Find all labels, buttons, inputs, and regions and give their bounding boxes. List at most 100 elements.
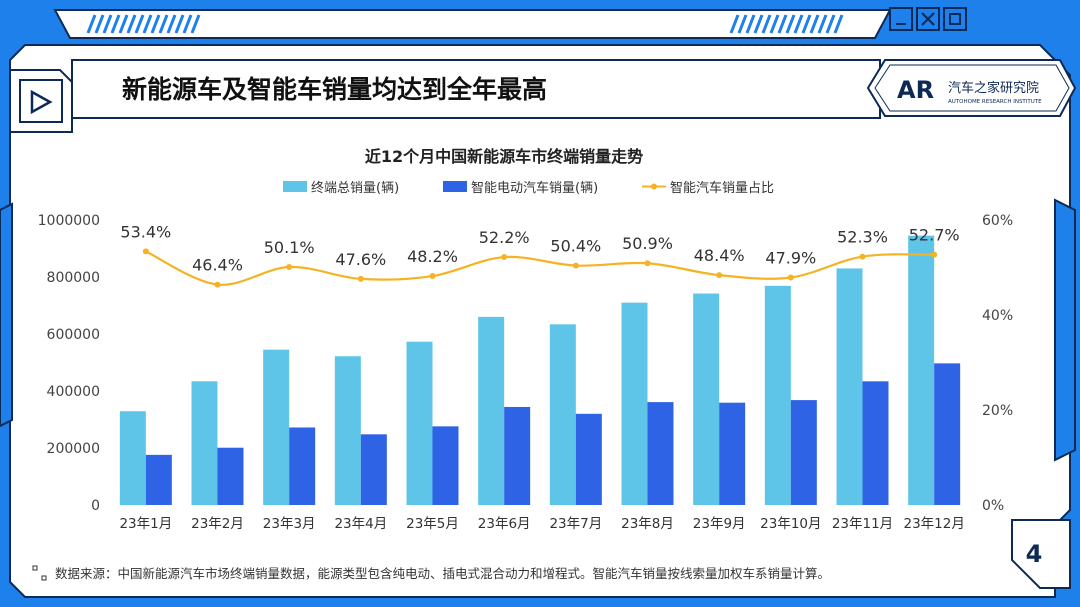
bar-smart bbox=[432, 426, 459, 505]
ratio-point bbox=[501, 254, 508, 261]
bar-smart bbox=[575, 413, 602, 505]
ratio-data-label: 52.7% bbox=[909, 226, 960, 245]
ratio-point bbox=[357, 275, 364, 282]
y-left-tick-label: 600000 bbox=[47, 327, 100, 343]
line-series: 53.4% 46.4% 50.1% 47.6% 48.2% 52.2% 50.4% 50.9%… bbox=[120, 222, 960, 288]
bar-smart bbox=[862, 381, 889, 505]
x-tick-label: 23年6月 bbox=[478, 516, 531, 532]
legend-label-smart: 智能电动汽车销量(辆) bbox=[471, 180, 598, 196]
legend-swatch-total bbox=[283, 181, 307, 192]
ratio-point bbox=[429, 273, 436, 280]
footnote-bullet-icon bbox=[41, 575, 47, 581]
y-left-tick-label: 0 bbox=[91, 498, 100, 514]
ratio-data-label: 48.4% bbox=[694, 246, 745, 265]
x-tick-label: 23年8月 bbox=[621, 516, 674, 532]
ratio-point bbox=[787, 274, 794, 281]
ratio-data-label: 47.6% bbox=[335, 250, 386, 269]
bar-smart bbox=[504, 406, 531, 505]
x-tick-label: 23年7月 bbox=[549, 516, 602, 532]
bar-total bbox=[836, 268, 863, 505]
ratio-line bbox=[145, 250, 935, 286]
slide-title: 新能源车及智能车销量均达到全年最高 bbox=[122, 75, 547, 104]
legend-label-total: 终端总销量(辆) bbox=[311, 180, 399, 196]
y-left-tick-label: 1000000 bbox=[38, 213, 100, 229]
ratio-data-label: 48.2% bbox=[407, 247, 458, 266]
ratio-data-label: 52.2% bbox=[479, 228, 530, 247]
ratio-point bbox=[286, 264, 293, 271]
footnote-bullet-icon bbox=[32, 565, 38, 571]
bar-total bbox=[406, 341, 433, 505]
x-tick-label: 23年3月 bbox=[263, 516, 316, 532]
bar-total bbox=[191, 381, 218, 505]
bar-smart bbox=[719, 402, 746, 505]
bar-smart bbox=[790, 400, 817, 505]
footnote: 数据来源：中国新能源汽车市场终端销量数据，能源类型包含纯电动、插电式混合动力和增… bbox=[32, 565, 830, 581]
y-right-tick-label: 60% bbox=[982, 213, 1013, 229]
window-controls bbox=[889, 7, 967, 31]
header-bar bbox=[71, 59, 881, 119]
brand-name: 汽车之家研究院 bbox=[948, 80, 1039, 96]
ratio-point bbox=[859, 253, 866, 260]
y-left-tick-label: 200000 bbox=[47, 441, 100, 457]
x-tick-label: 23年9月 bbox=[693, 516, 746, 532]
footnote-text: 数据来源：中国新能源汽车市场终端销量数据，能源类型包含纯电动、插电式混合动力和增… bbox=[55, 566, 830, 581]
ratio-data-label: 46.4% bbox=[192, 256, 243, 275]
x-tick-label: 23年4月 bbox=[334, 516, 387, 532]
page-number: 4 bbox=[1026, 540, 1043, 568]
bar-total bbox=[334, 356, 361, 505]
ratio-data-label: 53.4% bbox=[120, 222, 171, 241]
bar-series bbox=[119, 235, 961, 506]
legend-marker-ratio bbox=[651, 183, 657, 190]
chart-legend: 终端总销量(辆) 智能电动汽车销量(辆) 智能汽车销量占比 bbox=[283, 180, 774, 196]
ratio-point bbox=[716, 272, 723, 279]
x-tick-label: 23年2月 bbox=[191, 516, 244, 532]
header-left-tab bbox=[9, 69, 73, 133]
y-left-tick-label: 800000 bbox=[47, 270, 100, 286]
chart: 近12个月中国新能源车市终端销量走势 终端总销量(辆) 智能电动汽车销量(辆) … bbox=[38, 147, 1013, 532]
ratio-point bbox=[214, 281, 221, 288]
y-right-tick-label: 40% bbox=[982, 308, 1013, 324]
right-decoration: 4 bbox=[1011, 198, 1076, 589]
y-right-tick-label: 0% bbox=[982, 498, 1004, 514]
x-tick-label: 23年5月 bbox=[406, 516, 459, 532]
bar-total bbox=[621, 302, 648, 505]
brand-subtitle: AUTOHOME RESEARCH INSTITUTE bbox=[948, 99, 1042, 105]
ratio-data-label: 52.3% bbox=[837, 228, 888, 247]
minimize-icon[interactable] bbox=[889, 7, 913, 31]
x-axis: 23年1月 23年2月 23年3月 23年4月 23年5月 23年6月 23年7月 23年8月… bbox=[119, 516, 964, 532]
x-tick-label: 23年12月 bbox=[903, 516, 964, 532]
bar-total bbox=[478, 316, 505, 505]
bar-smart bbox=[647, 402, 674, 505]
bar-smart bbox=[360, 434, 387, 505]
chart-title: 近12个月中国新能源车市终端销量走势 bbox=[365, 147, 643, 166]
brand-logo: AR bbox=[897, 76, 934, 104]
ratio-point bbox=[644, 260, 651, 267]
ratio-data-label: 47.9% bbox=[765, 248, 816, 267]
bar-total bbox=[119, 411, 146, 505]
ratio-point bbox=[142, 248, 149, 255]
bar-total bbox=[263, 349, 290, 505]
bar-total bbox=[549, 324, 576, 505]
maximize-icon[interactable] bbox=[943, 7, 967, 31]
x-tick-label: 23年11月 bbox=[832, 516, 893, 532]
bar-smart bbox=[145, 454, 172, 505]
bar-smart bbox=[217, 447, 244, 505]
bar-smart bbox=[934, 363, 961, 505]
ratio-data-label: 50.9% bbox=[622, 234, 673, 253]
y-axis-left: 0 200000 400000 600000 800000 1000000 bbox=[38, 213, 100, 514]
ratio-point bbox=[572, 262, 579, 269]
x-tick-label: 23年1月 bbox=[119, 516, 172, 532]
ratio-point bbox=[931, 251, 938, 258]
x-tick-label: 23年10月 bbox=[760, 516, 821, 532]
y-axis-right: 0% 20% 40% 60% bbox=[982, 213, 1013, 514]
bar-smart bbox=[289, 427, 316, 505]
play-icon bbox=[30, 89, 53, 115]
ratio-data-label: 50.1% bbox=[264, 238, 315, 257]
top-decoration bbox=[53, 9, 892, 39]
bar-total bbox=[764, 285, 791, 505]
legend-swatch-smart bbox=[443, 181, 467, 192]
y-left-tick-label: 400000 bbox=[47, 384, 100, 400]
y-right-tick-label: 20% bbox=[982, 403, 1013, 419]
